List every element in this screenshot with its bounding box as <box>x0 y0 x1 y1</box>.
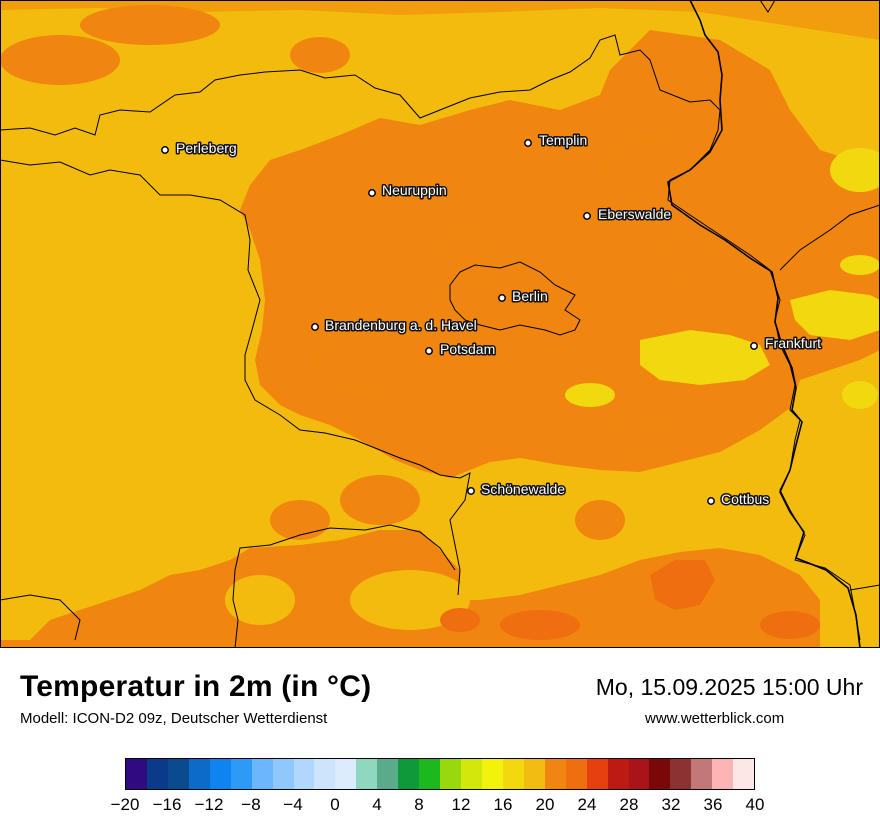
city-dot-eberswalde[interactable] <box>583 212 591 220</box>
city-dot-potsdam[interactable] <box>425 347 433 355</box>
legend-tick-label: 36 <box>703 795 723 814</box>
legend-swatch <box>293 759 315 789</box>
legend-swatch <box>419 759 441 789</box>
legend-swatch <box>712 759 734 789</box>
model-subtitle: Modell: ICON-D2 09z, Deutscher Wetterdie… <box>20 710 328 727</box>
website-link[interactable]: www.wetterblick.com <box>645 710 785 727</box>
legend-tick-label: −8 <box>241 795 261 814</box>
temp-field-hot <box>440 560 820 640</box>
legend-tick-label: 24 <box>577 795 597 814</box>
city-dot-cottbus[interactable] <box>707 497 715 505</box>
legend-swatch <box>272 759 294 789</box>
legend-swatch <box>251 759 273 789</box>
temp-field-warm <box>565 148 880 409</box>
legend-tick-label: 0 <box>330 795 340 814</box>
legend-tick-label: 16 <box>493 795 513 814</box>
city-label-berlin: Berlin <box>512 288 548 304</box>
legend-swatch <box>607 759 629 789</box>
map-title: Temperatur in 2m (in °C) <box>20 670 372 703</box>
city-label-brandenburg: Brandenburg a. d. Havel <box>325 317 477 333</box>
legend-swatch <box>523 759 545 789</box>
temperature-map[interactable]: Perleberg Templin Neuruppin Eberswalde B… <box>0 0 880 649</box>
city-dot-brandenburg[interactable] <box>311 323 319 331</box>
city-label-neuruppin: Neuruppin <box>382 182 447 198</box>
city-label-cottbus: Cottbus <box>721 491 769 507</box>
legend-tick-label: −12 <box>194 795 224 814</box>
legend-swatch <box>544 759 566 789</box>
legend-swatch <box>628 759 650 789</box>
legend-colorbar <box>125 758 755 790</box>
legend-tick-label: −16 <box>152 795 182 814</box>
city-labels: Perleberg Templin Neuruppin Eberswalde B… <box>175 131 823 509</box>
legend-swatch <box>377 759 399 789</box>
legend-swatch <box>356 759 378 789</box>
legend-swatch <box>502 759 524 789</box>
city-dot-neuruppin[interactable] <box>368 189 376 197</box>
legend-swatch <box>126 759 147 789</box>
legend-tick-label: 32 <box>661 795 681 814</box>
legend-swatch <box>188 759 210 789</box>
legend-swatch <box>691 759 713 789</box>
city-label-schoenewalde: Schönewalde <box>481 481 565 497</box>
legend-swatch <box>670 759 692 789</box>
city-label-templin: Templin <box>539 132 587 148</box>
legend-tick-label: −4 <box>283 795 303 814</box>
country-border <box>667 0 861 649</box>
legend-swatch <box>461 759 482 789</box>
temp-field-mid <box>0 0 880 648</box>
legend-swatch <box>586 759 608 789</box>
city-label-eberswalde: Eberswalde <box>598 206 671 222</box>
legend-swatch <box>649 759 671 789</box>
city-dot-perleberg[interactable] <box>161 146 169 154</box>
legend-tick-label: 12 <box>451 795 471 814</box>
legend-swatch <box>230 759 252 789</box>
legend-swatch <box>167 759 189 789</box>
legend-swatch <box>733 759 755 789</box>
legend-swatch <box>398 759 420 789</box>
legend-tick-label: −20 <box>110 795 140 814</box>
legend-tick-label: 8 <box>414 795 424 814</box>
city-label-potsdam: Potsdam <box>440 341 495 357</box>
legend-tick-label: 20 <box>535 795 555 814</box>
city-label-frankfurt: Frankfurt <box>765 335 821 351</box>
city-dot-berlin[interactable] <box>498 294 506 302</box>
legend-tick-label: 28 <box>619 795 639 814</box>
map-canvas: Perleberg Templin Neuruppin Eberswalde B… <box>0 0 880 649</box>
city-dot-templin[interactable] <box>524 139 532 147</box>
legend-swatch <box>314 759 336 789</box>
city-markers <box>161 139 758 505</box>
legend-swatch <box>146 759 168 789</box>
forecast-datetime: Mo, 15.09.2025 15:00 Uhr <box>595 674 863 700</box>
legend-tick-label: 40 <box>745 795 765 814</box>
city-dot-schoenewalde[interactable] <box>467 487 475 495</box>
legend-swatch <box>481 759 503 789</box>
city-dot-frankfurt[interactable] <box>750 342 758 350</box>
legend-swatch <box>335 759 357 789</box>
legend-swatch <box>565 759 587 789</box>
legend-swatch <box>209 759 231 789</box>
legend-swatch <box>440 759 461 789</box>
legend-tick-label: 4 <box>372 795 382 814</box>
city-label-perleberg: Perleberg <box>176 140 237 156</box>
legend-ticks: −20 −16 −12 −8 −4 0 4 8 12 16 20 24 28 32 36 40 <box>111 795 765 819</box>
